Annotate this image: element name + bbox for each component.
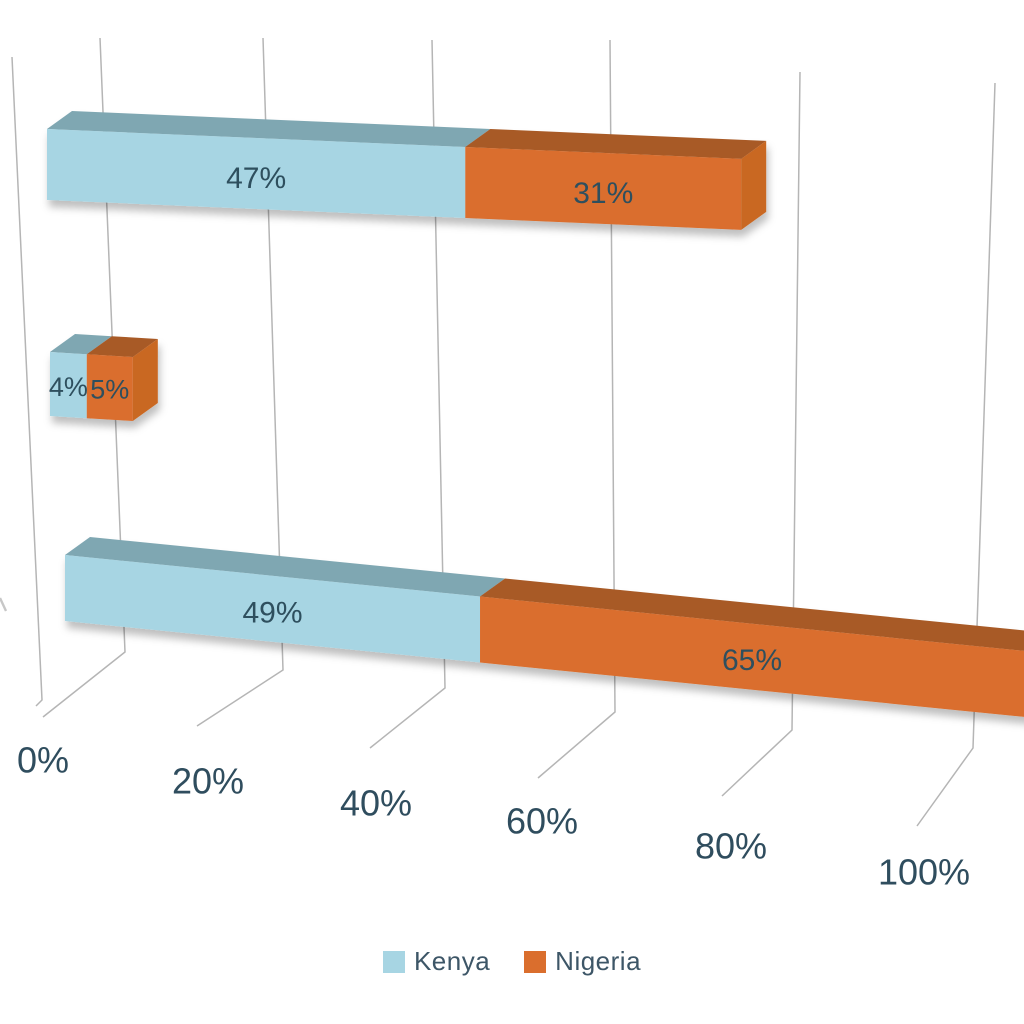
bar-label-nigeria-row2: 5%: [90, 375, 129, 405]
bar-segment-nigeria-row2-top: [86, 336, 158, 357]
x-tick-label-20pct: 20%: [172, 761, 244, 802]
bar-segment-kenya-row1-front: [47, 129, 466, 218]
bar-segment-nigeria-row2-side: [132, 338, 158, 421]
gridline-60pct: [537, 39, 616, 779]
legend-label-kenya: Kenya: [413, 946, 491, 976]
bar-row-1: [47, 111, 767, 230]
bar-row-3: [65, 537, 1024, 717]
x-tick-label-100pct: 100%: [878, 852, 970, 893]
wall-left-edge: [11, 56, 43, 707]
bar-segment-nigeria-row3-top: [480, 578, 1024, 651]
bar-segment-kenya-row3-front: [65, 555, 481, 663]
clipped-label-fragment: [0, 597, 8, 612]
gridline-0pct: [42, 37, 126, 718]
bar-row-2: [50, 334, 158, 421]
bar-segment-nigeria-row1-front: [465, 146, 742, 230]
gridline-100pct: [916, 82, 996, 827]
bar-label-nigeria-row3: 65%: [722, 644, 782, 677]
bar-segment-nigeria-row2-front: [86, 354, 133, 421]
bar-segment-nigeria-row1-top: [465, 128, 767, 159]
legend-swatch-kenya: [382, 950, 405, 973]
gridline-80pct: [721, 71, 801, 797]
legend-item-kenya: Kenya: [382, 946, 491, 977]
bar-label-kenya-row2: 4%: [49, 372, 88, 402]
bar-segment-nigeria-row1-side: [741, 140, 767, 230]
x-tick-label-0pct: 0%: [17, 740, 69, 781]
x-tick-label-60pct: 60%: [506, 801, 578, 842]
gridline-40pct: [369, 39, 446, 749]
legend-label-nigeria: Nigeria: [555, 946, 642, 976]
bar-segment-nigeria-row3-front: [480, 596, 1024, 717]
bar-segment-kenya-row3-top: [65, 537, 506, 597]
bar-segment-kenya-row2-front: [50, 352, 87, 419]
bar-label-nigeria-row1: 31%: [573, 177, 633, 210]
gridline-20pct: [196, 37, 284, 727]
x-tick-label-40pct: 40%: [340, 783, 412, 824]
legend-swatch-nigeria: [524, 950, 547, 973]
legend-item-nigeria: Nigeria: [524, 946, 641, 977]
bar-segment-kenya-row1-top: [47, 111, 491, 147]
chart-legend: Kenya Nigeria: [0, 946, 1024, 977]
bar-label-kenya-row1: 47%: [226, 162, 286, 195]
x-tick-label-80pct: 80%: [695, 826, 767, 867]
bar-label-kenya-row3: 49%: [242, 596, 302, 629]
bar-segment-kenya-row2-top: [50, 334, 112, 355]
